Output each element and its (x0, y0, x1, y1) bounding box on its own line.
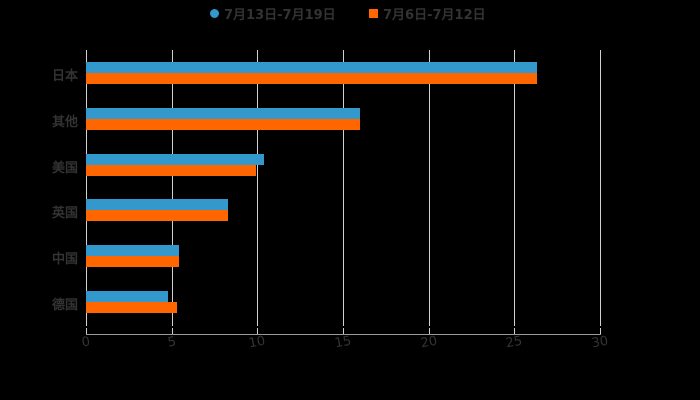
y-category-label: 中国 (51, 252, 78, 268)
x-tick-label: 25 (504, 333, 524, 352)
bar-series-1[interactable] (86, 153, 265, 165)
axis-tick (600, 328, 601, 335)
bar-series-1[interactable] (86, 291, 169, 302)
bar-series-2[interactable] (86, 73, 537, 84)
gridline (172, 50, 173, 326)
x-tick-label: 20 (419, 333, 439, 352)
x-tick-label: 5 (166, 334, 178, 351)
y-category-label: 美国 (51, 160, 78, 176)
legend-item-series-2[interactable]: 7月6日-7月12日 (369, 4, 486, 23)
gridline (429, 50, 430, 326)
legend-label: 7月6日-7月12日 (383, 8, 486, 23)
gridline (514, 50, 515, 326)
gridline (257, 50, 258, 326)
bar-series-1[interactable] (86, 245, 179, 257)
x-tick-label: 10 (247, 333, 267, 352)
x-axis-line (86, 334, 601, 335)
bar-series-2[interactable] (86, 210, 229, 222)
bar-series-2[interactable] (86, 118, 361, 130)
axis-tick (172, 328, 173, 335)
chart-legend: 7月13日-7月19日 7月6日-7月12日 (0, 4, 700, 23)
bar-series-2[interactable] (86, 302, 177, 313)
gridline (600, 50, 601, 326)
bar-series-1[interactable] (86, 199, 229, 211)
bar-series-1[interactable] (86, 62, 537, 73)
x-tick-label: 30 (590, 333, 610, 352)
axis-tick (257, 328, 258, 335)
x-tick-label: 15 (333, 333, 353, 352)
gridline (86, 50, 87, 326)
axis-tick (429, 328, 430, 335)
y-category-label: 德国 (51, 298, 78, 313)
bar-series-2[interactable] (86, 256, 179, 268)
y-category-label: 英国 (51, 206, 78, 222)
gridline (343, 50, 344, 326)
y-category-label: 日本 (51, 69, 78, 84)
bar-series-2[interactable] (86, 164, 256, 176)
legend-label: 7月13日-7月19日 (224, 8, 336, 23)
axis-tick (514, 328, 515, 335)
legend-item-series-1[interactable]: 7月13日-7月19日 (210, 4, 336, 23)
axis-tick (343, 328, 344, 335)
y-category-label: 其他 (51, 114, 78, 130)
legend-circle-icon (210, 9, 219, 18)
legend-square-icon (369, 9, 378, 18)
axis-tick (86, 328, 87, 335)
bar-series-1[interactable] (86, 107, 361, 119)
x-tick-label: 0 (80, 334, 92, 351)
